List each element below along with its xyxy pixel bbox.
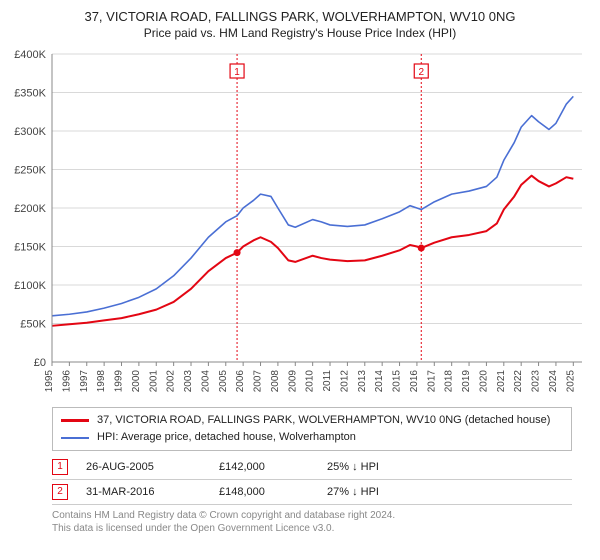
svg-text:£200K: £200K [14, 203, 46, 215]
chart-title: 37, VICTORIA ROAD, FALLINGS PARK, WOLVER… [10, 8, 590, 26]
transaction-badge-1: 1 [52, 459, 68, 475]
svg-text:2022: 2022 [513, 369, 524, 392]
transaction-pct: 27% ↓ HPI [327, 486, 437, 498]
svg-text:2007: 2007 [253, 369, 264, 392]
transaction-row: 2 31-MAR-2016 £148,000 27% ↓ HPI [52, 480, 572, 505]
svg-text:2023: 2023 [531, 369, 542, 392]
svg-text:2004: 2004 [200, 369, 211, 392]
transaction-badge-2: 2 [52, 484, 68, 500]
svg-text:1996: 1996 [61, 369, 72, 392]
svg-text:£100K: £100K [14, 280, 46, 292]
transaction-price: £148,000 [219, 486, 309, 498]
svg-text:2: 2 [418, 67, 424, 78]
transaction-date: 31-MAR-2016 [86, 486, 201, 498]
svg-text:2003: 2003 [183, 369, 194, 392]
svg-text:2000: 2000 [131, 369, 142, 392]
svg-text:£400K: £400K [14, 49, 46, 61]
svg-text:2010: 2010 [305, 369, 316, 392]
legend-item-hpi: HPI: Average price, detached house, Wolv… [61, 429, 563, 447]
svg-text:1995: 1995 [44, 369, 55, 392]
svg-text:2006: 2006 [235, 369, 246, 392]
transaction-badge-2-num: 2 [57, 486, 63, 497]
svg-text:2001: 2001 [148, 369, 159, 392]
svg-text:2012: 2012 [339, 369, 350, 392]
svg-text:2002: 2002 [166, 369, 177, 392]
svg-text:£250K: £250K [14, 164, 46, 176]
transactions-table: 1 26-AUG-2005 £142,000 25% ↓ HPI 2 31-MA… [52, 455, 572, 505]
svg-text:2018: 2018 [444, 369, 455, 392]
svg-text:£350K: £350K [14, 87, 46, 99]
svg-text:2020: 2020 [478, 369, 489, 392]
svg-text:£0: £0 [34, 357, 46, 369]
svg-text:2025: 2025 [565, 369, 576, 392]
svg-text:2021: 2021 [496, 369, 507, 392]
svg-text:2016: 2016 [409, 369, 420, 392]
legend-box: 37, VICTORIA ROAD, FALLINGS PARK, WOLVER… [52, 407, 572, 451]
transaction-badge-1-num: 1 [57, 461, 63, 472]
transaction-row: 1 26-AUG-2005 £142,000 25% ↓ HPI [52, 455, 572, 480]
transaction-pct: 25% ↓ HPI [327, 461, 437, 473]
legend-label-hpi: HPI: Average price, detached house, Wolv… [97, 429, 356, 447]
credits: Contains HM Land Registry data © Crown c… [52, 509, 590, 536]
svg-text:2017: 2017 [426, 369, 437, 392]
legend-swatch-property [61, 419, 89, 422]
transaction-date: 26-AUG-2005 [86, 461, 201, 473]
chart-svg: £0 £50K £100K £150K £200K £250K £300K £350K £400… [10, 46, 590, 401]
svg-text:2014: 2014 [374, 369, 385, 392]
svg-text:1998: 1998 [96, 369, 107, 392]
legend-label-property: 37, VICTORIA ROAD, FALLINGS PARK, WOLVER… [97, 412, 550, 430]
chart-plot-area: £0 £50K £100K £150K £200K £250K £300K £350K £400… [10, 46, 590, 401]
credits-line-2: This data is licensed under the Open Gov… [52, 522, 590, 536]
svg-text:2013: 2013 [357, 369, 368, 392]
svg-text:1: 1 [234, 67, 240, 78]
svg-text:2015: 2015 [392, 369, 403, 392]
svg-text:1999: 1999 [114, 369, 125, 392]
legend-swatch-hpi [61, 437, 89, 440]
credits-line-1: Contains HM Land Registry data © Crown c… [52, 509, 590, 523]
svg-text:£300K: £300K [14, 126, 46, 138]
svg-text:1997: 1997 [79, 369, 90, 392]
svg-text:£150K: £150K [14, 241, 46, 253]
svg-text:2005: 2005 [218, 369, 229, 392]
svg-text:£50K: £50K [20, 318, 46, 330]
transaction-price: £142,000 [219, 461, 309, 473]
legend-item-property: 37, VICTORIA ROAD, FALLINGS PARK, WOLVER… [61, 412, 563, 430]
chart-container: 37, VICTORIA ROAD, FALLINGS PARK, WOLVER… [0, 0, 600, 542]
svg-text:2009: 2009 [287, 369, 298, 392]
svg-text:2011: 2011 [322, 369, 333, 391]
svg-text:2008: 2008 [270, 369, 281, 392]
chart-subtitle: Price paid vs. HM Land Registry's House … [10, 26, 590, 40]
svg-text:2019: 2019 [461, 369, 472, 392]
svg-text:2024: 2024 [548, 369, 559, 392]
